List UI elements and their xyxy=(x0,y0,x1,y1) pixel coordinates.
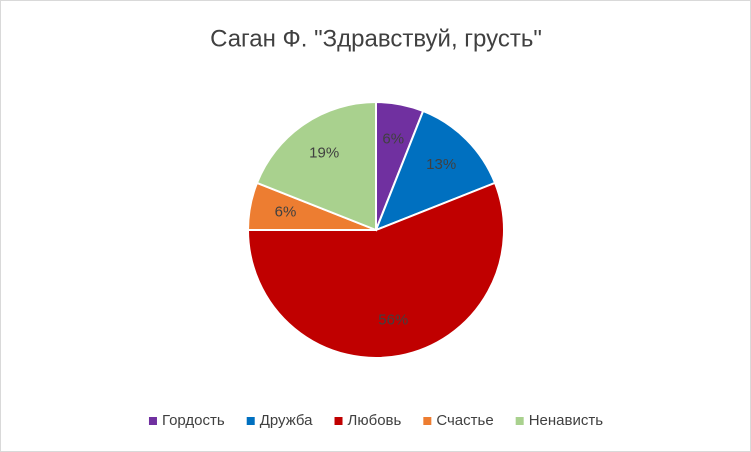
data-label: 19% xyxy=(309,145,339,162)
legend-marker xyxy=(423,417,432,425)
pie-slice xyxy=(255,100,377,232)
chart-title: Саган Ф. "Здравствуй, грусть" xyxy=(210,25,542,52)
data-label: 13% xyxy=(426,156,456,173)
legend-marker xyxy=(148,417,157,425)
legend-label: Ненависть xyxy=(529,412,604,429)
legend-label: Любовь xyxy=(348,412,402,429)
data-label: 6% xyxy=(275,204,297,221)
pie-slice xyxy=(246,181,505,359)
legend-marker xyxy=(246,417,255,425)
legend-marker xyxy=(334,417,343,425)
legend-marker xyxy=(515,417,524,425)
data-label: 6% xyxy=(382,130,404,147)
legend-label: Гордость xyxy=(162,412,225,429)
data-label: 56% xyxy=(378,311,408,328)
pie-slice xyxy=(374,109,497,232)
legend-label: Дружба xyxy=(260,412,313,429)
legend-label: Счастье xyxy=(436,412,493,429)
